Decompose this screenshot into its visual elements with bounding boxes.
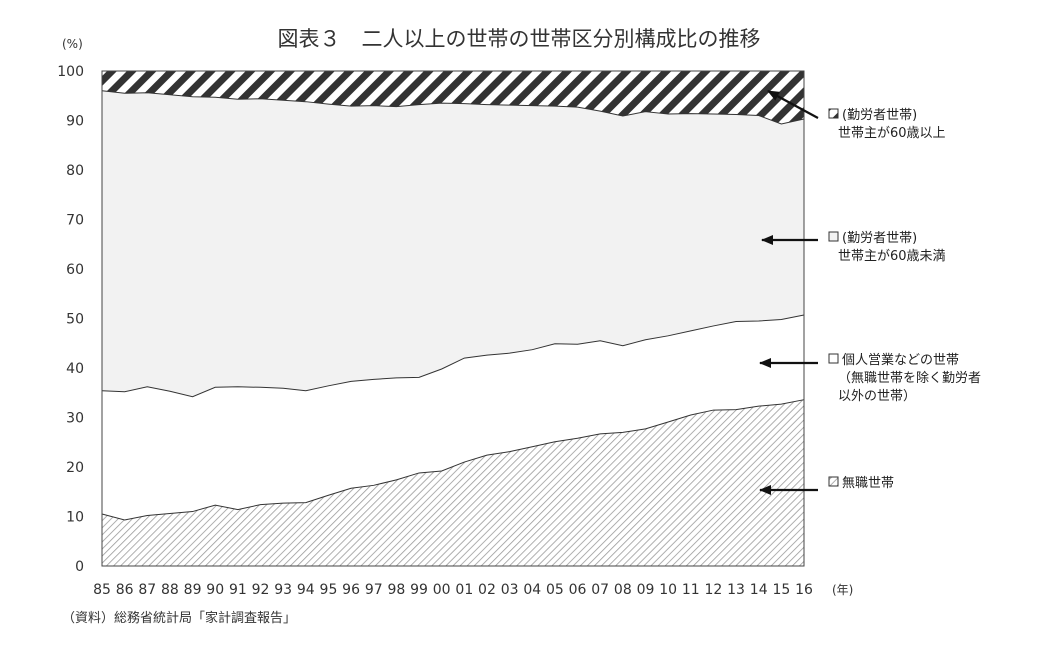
- x-tick-label: 89: [184, 582, 202, 598]
- x-tick-label: 91: [229, 582, 247, 598]
- legend-swatch: [828, 476, 839, 487]
- x-tick-label: 11: [682, 582, 700, 598]
- source-note: （資料）総務省統計局「家計調査報告」: [62, 610, 296, 626]
- legend-label: (勤労者世帯): [842, 231, 917, 246]
- area-series-2: [102, 90, 804, 397]
- y-tick-label: 20: [66, 460, 84, 476]
- x-tick-label: 15: [772, 582, 790, 598]
- legend-swatch: [828, 353, 839, 364]
- y-tick-label: 100: [57, 64, 84, 80]
- legend-arrow: [767, 90, 819, 119]
- area-series-3: [102, 71, 804, 124]
- legend-label: 世帯主が60歳未満: [838, 249, 946, 264]
- y-tick-label: 10: [66, 510, 84, 526]
- chart-title: 図表３ 二人以上の世帯の世帯区分別構成比の推移: [278, 27, 761, 51]
- y-tick-label: 80: [66, 163, 84, 179]
- x-tick-label: 93: [274, 582, 292, 598]
- x-tick-label: 07: [591, 582, 609, 598]
- y-tick-label: 70: [66, 213, 84, 229]
- x-tick-label: 06: [569, 582, 587, 598]
- x-tick-label: 16: [795, 582, 813, 598]
- x-tick-label: 08: [614, 582, 632, 598]
- x-tick-label: 99: [410, 582, 428, 598]
- legend-label: 無職世帯: [842, 476, 894, 491]
- x-tick-label: 09: [637, 582, 655, 598]
- y-tick-label: 60: [66, 262, 84, 278]
- legend-label: （無職世帯を除く勤労者: [838, 371, 981, 386]
- x-tick-label: 90: [206, 582, 224, 598]
- x-tick-label: 04: [523, 582, 541, 598]
- x-tick-label: 86: [116, 582, 134, 598]
- x-tick-label: 85: [93, 582, 111, 598]
- x-tick-label: 12: [705, 582, 723, 598]
- x-tick-label: 98: [387, 582, 405, 598]
- x-tick-label: 13: [727, 582, 745, 598]
- y-tick-label: 50: [66, 312, 84, 328]
- legend-swatch: [828, 108, 839, 119]
- y-tick-label: 40: [66, 361, 84, 377]
- x-tick-label: 96: [342, 582, 360, 598]
- legend-label: 個人営業などの世帯: [842, 352, 959, 368]
- x-tick-label: 05: [546, 582, 564, 598]
- y-axis-unit: (%): [62, 37, 83, 51]
- legend-label: 世帯主が60歳以上: [838, 126, 946, 141]
- x-tick-label: 92: [252, 582, 270, 598]
- x-tick-label: 87: [138, 582, 156, 598]
- area-series-1: [102, 315, 804, 520]
- series-boundary-line-1: [101, 314, 805, 398]
- x-tick-label: 88: [161, 582, 179, 598]
- y-tick-label: 90: [66, 114, 84, 130]
- y-tick-label: 30: [66, 411, 84, 427]
- x-tick-label: 94: [297, 582, 315, 598]
- series-boundary-line-2: [101, 90, 805, 125]
- x-tick-label: 14: [750, 582, 768, 598]
- x-tick-label: 03: [501, 582, 519, 598]
- legend-label: 以外の世帯）: [838, 389, 916, 404]
- x-tick-label: 01: [455, 582, 473, 598]
- x-tick-label: 02: [478, 582, 496, 598]
- x-tick-label: 97: [365, 582, 383, 598]
- x-tick-label: 00: [433, 582, 451, 598]
- legend-label: (勤労者世帯): [842, 108, 917, 123]
- x-tick-label: 10: [659, 582, 677, 598]
- x-tick-label: 95: [320, 582, 338, 598]
- legend-swatch: [828, 231, 839, 242]
- series-boundary-line-0: [101, 399, 805, 521]
- plot-frame: [101, 70, 805, 567]
- y-tick-label: 0: [75, 559, 84, 575]
- x-axis-unit: (年): [832, 583, 853, 597]
- area-series-0: [102, 399, 804, 566]
